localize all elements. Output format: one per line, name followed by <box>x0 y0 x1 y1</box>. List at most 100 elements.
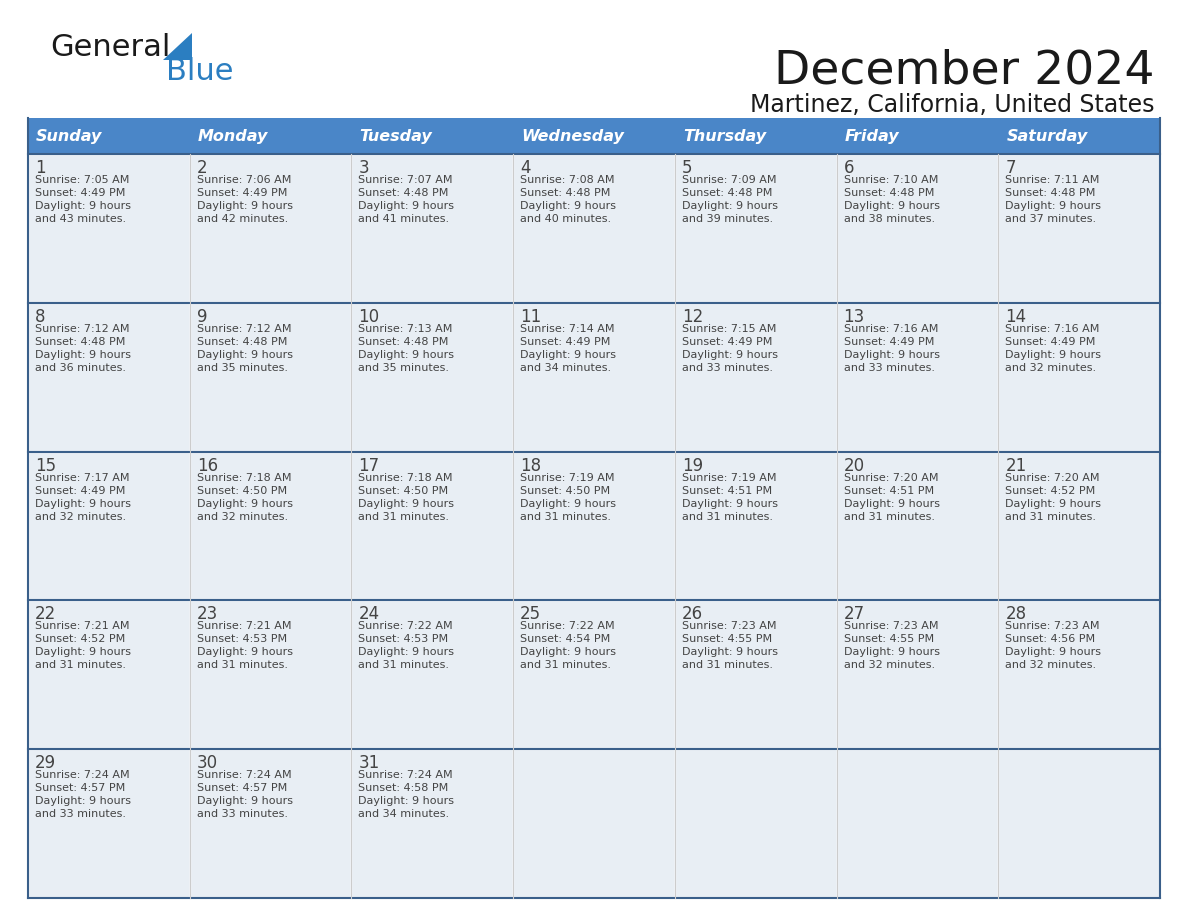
Text: Daylight: 9 hours: Daylight: 9 hours <box>197 647 292 657</box>
Text: Daylight: 9 hours: Daylight: 9 hours <box>197 498 292 509</box>
Text: 13: 13 <box>843 308 865 326</box>
Bar <box>836 600 998 749</box>
Text: Daylight: 9 hours: Daylight: 9 hours <box>1005 201 1101 211</box>
Text: Daylight: 9 hours: Daylight: 9 hours <box>520 498 617 509</box>
Bar <box>675 600 836 749</box>
Text: and 32 minutes.: and 32 minutes. <box>1005 363 1097 373</box>
Text: Daylight: 9 hours: Daylight: 9 hours <box>682 350 778 360</box>
Text: 23: 23 <box>197 605 217 623</box>
Text: Friday: Friday <box>845 129 899 143</box>
Text: Daylight: 9 hours: Daylight: 9 hours <box>520 647 617 657</box>
Text: Daylight: 9 hours: Daylight: 9 hours <box>359 350 455 360</box>
Text: Sunset: 4:56 PM: Sunset: 4:56 PM <box>1005 634 1095 644</box>
Text: 10: 10 <box>359 308 379 326</box>
Text: Thursday: Thursday <box>683 129 766 143</box>
Text: Sunset: 4:53 PM: Sunset: 4:53 PM <box>359 634 449 644</box>
Text: 29: 29 <box>34 755 56 772</box>
Text: Sunset: 4:53 PM: Sunset: 4:53 PM <box>197 634 286 644</box>
Text: Wednesday: Wednesday <box>522 129 624 143</box>
Text: Sunrise: 7:16 AM: Sunrise: 7:16 AM <box>1005 324 1100 334</box>
Bar <box>513 749 675 898</box>
Text: and 31 minutes.: and 31 minutes. <box>520 511 611 521</box>
Text: Sunset: 4:48 PM: Sunset: 4:48 PM <box>359 337 449 347</box>
Text: Sunrise: 7:12 AM: Sunrise: 7:12 AM <box>197 324 291 334</box>
Bar <box>352 303 513 452</box>
Text: Sunrise: 7:15 AM: Sunrise: 7:15 AM <box>682 324 776 334</box>
Text: Sunrise: 7:10 AM: Sunrise: 7:10 AM <box>843 175 939 185</box>
Text: 17: 17 <box>359 456 379 475</box>
Bar <box>29 154 190 303</box>
Text: Daylight: 9 hours: Daylight: 9 hours <box>1005 498 1101 509</box>
Text: and 32 minutes.: and 32 minutes. <box>843 660 935 670</box>
Text: Sunrise: 7:06 AM: Sunrise: 7:06 AM <box>197 175 291 185</box>
Text: and 38 minutes.: and 38 minutes. <box>843 214 935 224</box>
Text: and 32 minutes.: and 32 minutes. <box>197 511 287 521</box>
Text: Sunset: 4:55 PM: Sunset: 4:55 PM <box>843 634 934 644</box>
Text: Sunrise: 7:18 AM: Sunrise: 7:18 AM <box>197 473 291 483</box>
Text: Sunrise: 7:12 AM: Sunrise: 7:12 AM <box>34 324 129 334</box>
Text: Sunset: 4:52 PM: Sunset: 4:52 PM <box>1005 486 1095 496</box>
Bar <box>190 749 352 898</box>
Text: 9: 9 <box>197 308 207 326</box>
Text: Blue: Blue <box>166 57 234 86</box>
Text: 12: 12 <box>682 308 703 326</box>
Text: Daylight: 9 hours: Daylight: 9 hours <box>34 647 131 657</box>
Bar <box>836 749 998 898</box>
Text: and 31 minutes.: and 31 minutes. <box>359 511 449 521</box>
Text: and 35 minutes.: and 35 minutes. <box>359 363 449 373</box>
Text: Sunset: 4:49 PM: Sunset: 4:49 PM <box>1005 337 1095 347</box>
Text: Martinez, California, United States: Martinez, California, United States <box>751 93 1155 117</box>
Text: Sunset: 4:51 PM: Sunset: 4:51 PM <box>682 486 772 496</box>
Text: Daylight: 9 hours: Daylight: 9 hours <box>1005 647 1101 657</box>
Text: Sunrise: 7:08 AM: Sunrise: 7:08 AM <box>520 175 614 185</box>
Text: and 33 minutes.: and 33 minutes. <box>34 809 126 819</box>
Text: and 31 minutes.: and 31 minutes. <box>843 511 935 521</box>
Bar <box>513 303 675 452</box>
Text: Sunrise: 7:24 AM: Sunrise: 7:24 AM <box>197 770 291 780</box>
Text: Sunrise: 7:20 AM: Sunrise: 7:20 AM <box>843 473 939 483</box>
Text: 8: 8 <box>34 308 45 326</box>
Text: Sunset: 4:49 PM: Sunset: 4:49 PM <box>34 486 126 496</box>
Text: Tuesday: Tuesday <box>360 129 432 143</box>
Text: 19: 19 <box>682 456 703 475</box>
Text: and 32 minutes.: and 32 minutes. <box>34 511 126 521</box>
Bar <box>513 600 675 749</box>
Text: Daylight: 9 hours: Daylight: 9 hours <box>359 647 455 657</box>
Text: 1: 1 <box>34 159 45 177</box>
Text: and 31 minutes.: and 31 minutes. <box>34 660 126 670</box>
Text: Daylight: 9 hours: Daylight: 9 hours <box>843 647 940 657</box>
Bar <box>675 154 836 303</box>
Bar <box>190 154 352 303</box>
Text: Sunset: 4:48 PM: Sunset: 4:48 PM <box>520 188 611 198</box>
Text: Sunrise: 7:14 AM: Sunrise: 7:14 AM <box>520 324 614 334</box>
Text: 22: 22 <box>34 605 56 623</box>
Text: Daylight: 9 hours: Daylight: 9 hours <box>34 796 131 806</box>
Bar <box>29 118 1159 154</box>
Text: Daylight: 9 hours: Daylight: 9 hours <box>34 350 131 360</box>
Text: Sunrise: 7:23 AM: Sunrise: 7:23 AM <box>1005 621 1100 632</box>
Text: and 40 minutes.: and 40 minutes. <box>520 214 612 224</box>
Text: 30: 30 <box>197 755 217 772</box>
Text: 5: 5 <box>682 159 693 177</box>
Text: Sunrise: 7:24 AM: Sunrise: 7:24 AM <box>359 770 453 780</box>
Text: 20: 20 <box>843 456 865 475</box>
Bar <box>29 452 190 600</box>
Text: and 33 minutes.: and 33 minutes. <box>843 363 935 373</box>
Text: Sunrise: 7:19 AM: Sunrise: 7:19 AM <box>682 473 776 483</box>
Text: Daylight: 9 hours: Daylight: 9 hours <box>843 350 940 360</box>
Polygon shape <box>163 33 192 60</box>
Text: and 31 minutes.: and 31 minutes. <box>1005 511 1097 521</box>
Text: Sunrise: 7:20 AM: Sunrise: 7:20 AM <box>1005 473 1100 483</box>
Text: General: General <box>50 33 170 62</box>
Text: Sunrise: 7:09 AM: Sunrise: 7:09 AM <box>682 175 776 185</box>
Text: Sunrise: 7:05 AM: Sunrise: 7:05 AM <box>34 175 129 185</box>
Text: 25: 25 <box>520 605 542 623</box>
Bar <box>29 749 190 898</box>
Text: Daylight: 9 hours: Daylight: 9 hours <box>843 201 940 211</box>
Text: 7: 7 <box>1005 159 1016 177</box>
Text: 4: 4 <box>520 159 531 177</box>
Text: Daylight: 9 hours: Daylight: 9 hours <box>682 647 778 657</box>
Text: and 31 minutes.: and 31 minutes. <box>682 660 773 670</box>
Bar <box>675 303 836 452</box>
Text: Sunset: 4:48 PM: Sunset: 4:48 PM <box>34 337 126 347</box>
